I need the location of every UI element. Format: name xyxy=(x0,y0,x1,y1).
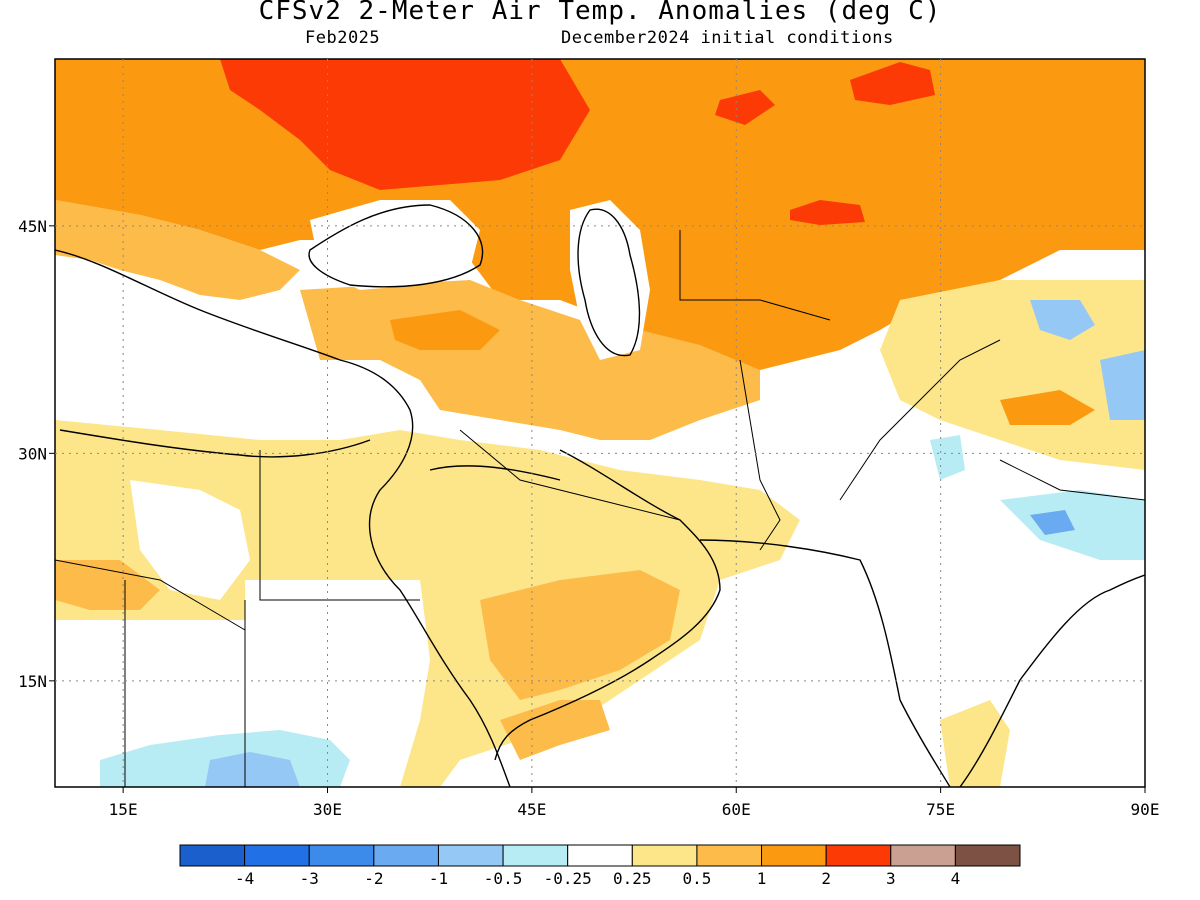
map-title: CFSv2 2-Meter Air Temp. Anomalies (deg C… xyxy=(258,0,942,26)
colorbar: -4 -3 -2 -1 -0.5 -0.25 0.25 0.5 1 2 3 4 xyxy=(179,844,1021,888)
colorbar-label: -2 xyxy=(364,869,383,888)
lon-tick-label: 75E xyxy=(926,800,955,819)
colorbar-swatch xyxy=(631,844,698,867)
colorbar-swatch xyxy=(437,844,504,867)
colorbar-swatch xyxy=(308,844,375,867)
colorbar-swatch xyxy=(825,844,892,867)
lon-tick-label: 60E xyxy=(722,800,751,819)
colorbar-label: -0.5 xyxy=(484,869,523,888)
colorbar-label: 4 xyxy=(951,869,961,888)
graticule xyxy=(55,59,1145,787)
lon-tick-label: 90E xyxy=(1131,800,1160,819)
colorbar-label: 0.5 xyxy=(682,869,711,888)
colorbar-swatch xyxy=(244,844,310,867)
colorbar-label: -1 xyxy=(429,869,448,888)
coastlines xyxy=(55,204,1145,787)
colorbar-swatch xyxy=(567,844,633,867)
colorbar-label: -4 xyxy=(235,869,254,888)
colorbar-label: -3 xyxy=(300,869,319,888)
colorbar-label: 1 xyxy=(757,869,767,888)
colorbar-swatch xyxy=(373,844,439,867)
colorbar-swatch xyxy=(954,844,1021,867)
colorbar-swatch xyxy=(890,844,956,867)
lon-tick-label: 30E xyxy=(313,800,342,819)
colorbar-label: 3 xyxy=(886,869,896,888)
colorbar-swatch xyxy=(502,844,569,867)
map-frame xyxy=(54,58,1146,788)
anomaly-field xyxy=(55,59,1145,787)
lon-tick-label: 15E xyxy=(109,800,138,819)
lat-tick-label: 15N xyxy=(18,672,47,691)
colorbar-swatch xyxy=(696,844,763,867)
colorbar-swatch xyxy=(761,844,827,867)
colorbar-label: 0.25 xyxy=(613,869,652,888)
axis-labels: 15E 30E 45E 60E 75E 90E 45N 30N 15N xyxy=(18,217,1159,819)
initial-conditions: December2024 initial conditions xyxy=(561,28,894,48)
lat-tick-label: 45N xyxy=(18,217,47,236)
colorbar-label: 2 xyxy=(821,869,831,888)
lat-tick-label: 30N xyxy=(18,444,47,463)
forecast-month: Feb2025 xyxy=(305,28,381,48)
political-borders xyxy=(55,230,1145,787)
colorbar-swatch xyxy=(179,844,246,867)
colorbar-label: -0.25 xyxy=(544,869,592,888)
lon-tick-label: 45E xyxy=(517,800,546,819)
